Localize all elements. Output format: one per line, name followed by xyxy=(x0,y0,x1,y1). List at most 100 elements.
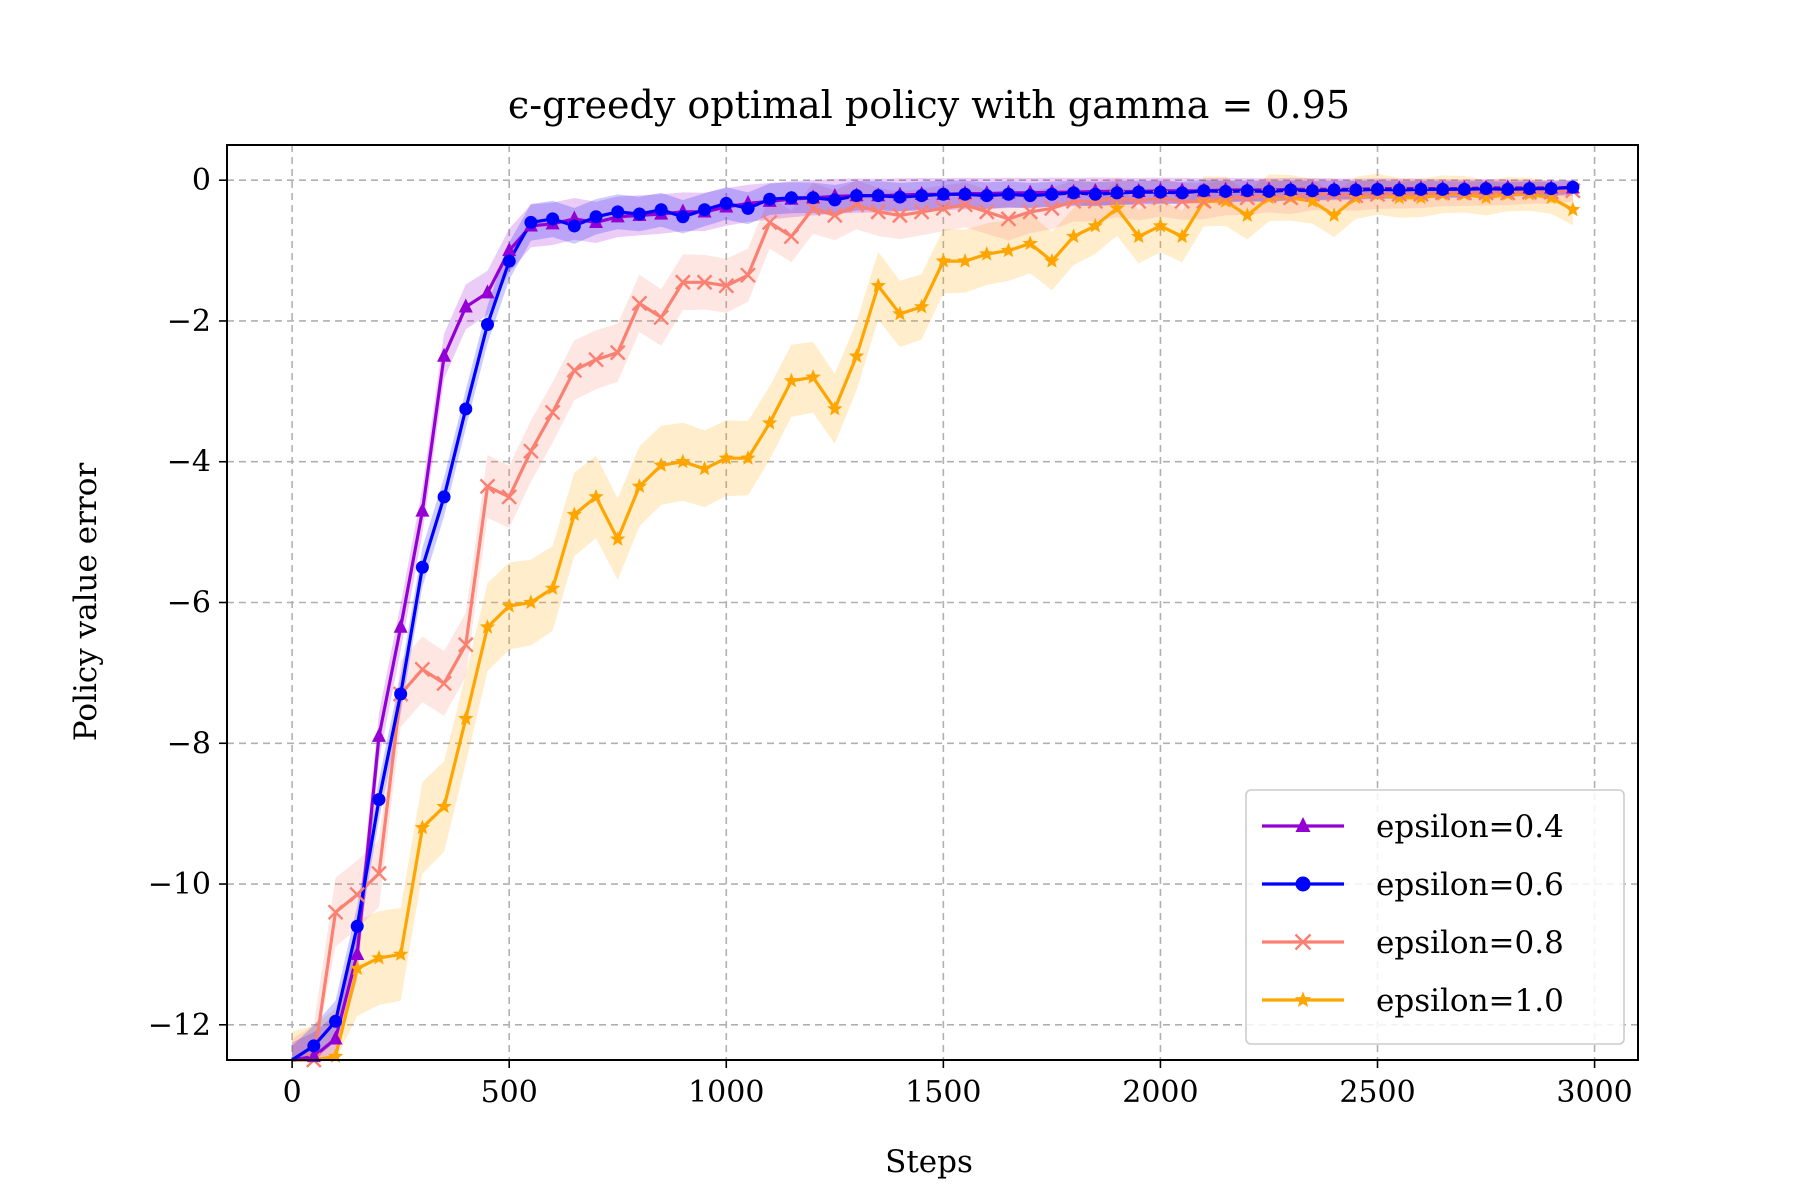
y-tick-label: −8 xyxy=(167,726,211,761)
data-point-epsilon=1.0 xyxy=(458,710,474,726)
data-point-epsilon=1.0 xyxy=(914,298,930,314)
data-point-epsilon=1.0 xyxy=(653,457,669,472)
x-tick-label: 500 xyxy=(481,1075,538,1110)
data-point-epsilon=1.0 xyxy=(479,619,496,634)
data-point-epsilon=0.6 xyxy=(676,210,690,224)
data-point-epsilon=0.6 xyxy=(915,189,929,203)
data-point-epsilon=0.8 xyxy=(414,661,431,678)
legend-box xyxy=(1245,789,1625,1045)
data-point-epsilon=0.8 xyxy=(653,309,670,326)
y-tick-label: −10 xyxy=(148,867,211,902)
data-point-epsilon=0.8 xyxy=(436,675,452,692)
x-axis-label: Steps xyxy=(885,1144,973,1180)
data-point-epsilon=1.0 xyxy=(1152,217,1169,233)
data-point-epsilon=0.8 xyxy=(327,904,344,921)
data-point-epsilon=0.6 xyxy=(1349,183,1363,197)
data-point-epsilon=0.6 xyxy=(1067,186,1081,200)
data-point-epsilon=0.8 xyxy=(479,478,496,495)
data-point-epsilon=1.0 xyxy=(393,946,409,961)
data-point-epsilon=1.0 xyxy=(762,415,778,430)
data-point-epsilon=0.6 xyxy=(936,187,950,201)
data-point-epsilon=1.0 xyxy=(545,580,561,595)
data-point-epsilon=0.6 xyxy=(307,1039,321,1053)
data-point-epsilon=1.0 xyxy=(349,960,365,975)
data-point-epsilon=0.8 xyxy=(1196,193,1212,210)
data-point-epsilon=0.8 xyxy=(675,274,691,291)
data-point-epsilon=1.0 xyxy=(892,305,908,321)
data-point-epsilon=0.6 xyxy=(958,187,972,201)
data-point-epsilon=1.0 xyxy=(1044,253,1060,268)
data-point-epsilon=0.4 xyxy=(350,946,365,961)
data-point-epsilon=1.0 xyxy=(1413,189,1429,205)
data-point-epsilon=0.6 xyxy=(1045,187,1059,201)
data-point-epsilon=0.4 xyxy=(502,242,517,257)
data-point-epsilon=0.8 xyxy=(523,443,539,460)
data-point-epsilon=0.6 xyxy=(372,793,386,807)
data-point-epsilon=0.8 xyxy=(457,636,474,653)
data-point-epsilon=0.6 xyxy=(350,919,364,933)
data-point-epsilon=0.8 xyxy=(957,196,973,213)
data-point-epsilon=0.6 xyxy=(415,560,429,574)
chart-title: ϵ-greedy optimal policy with gamma = 0.9… xyxy=(508,83,1350,127)
data-point-epsilon=0.6 xyxy=(1414,182,1428,196)
data-point-epsilon=0.8 xyxy=(631,295,648,312)
data-point-epsilon=1.0 xyxy=(1565,201,1581,217)
data-point-epsilon=0.6 xyxy=(698,203,712,217)
y-axis-ticks: 0 −2 −4 −6 −8 −10 −12 xyxy=(148,163,227,1043)
data-point-epsilon=0.6 xyxy=(611,205,625,219)
x-tick-label: 1500 xyxy=(905,1075,981,1110)
data-point-epsilon=1.0 xyxy=(414,819,430,835)
legend-label: epsilon=0.4 xyxy=(1376,809,1564,845)
data-point-epsilon=1.0 xyxy=(696,460,713,476)
data-point-epsilon=0.6 xyxy=(828,193,842,207)
data-point-epsilon=0.8 xyxy=(544,404,561,421)
data-point-epsilon=1.0 xyxy=(827,400,843,416)
data-point-epsilon=0.8 xyxy=(566,362,583,379)
y-axis-label: Policy value error xyxy=(68,463,104,742)
data-point-epsilon=0.6 xyxy=(893,190,907,204)
x-axis-ticks: 0 500 1000 1500 2000 2500 3000 xyxy=(283,1060,1633,1110)
y-tick-label: −12 xyxy=(148,1008,211,1043)
x-tick-label: 1000 xyxy=(688,1075,764,1110)
data-point-epsilon=0.6 xyxy=(1436,182,1450,196)
data-point-epsilon=0.6 xyxy=(1175,186,1189,200)
data-point-epsilon=0.8 xyxy=(1044,200,1060,217)
data-point-epsilon=0.6 xyxy=(1327,183,1341,197)
data-point-epsilon=0.6 xyxy=(1132,185,1146,199)
data-point-epsilon=0.8 xyxy=(892,207,908,224)
data-point-epsilon=1.0 xyxy=(1304,193,1320,208)
y-tick-label: −2 xyxy=(167,304,211,339)
data-point-epsilon=0.6 xyxy=(1001,187,1015,201)
data-point-epsilon=1.0 xyxy=(1000,242,1017,258)
y-tick-label: 0 xyxy=(192,163,211,198)
data-point-epsilon=0.8 xyxy=(588,351,604,368)
data-point-epsilon=1.0 xyxy=(1239,207,1255,222)
data-point-epsilon=1.0 xyxy=(740,450,756,465)
data-point-epsilon=0.8 xyxy=(740,267,756,284)
data-point-epsilon=0.4 xyxy=(328,1030,343,1045)
data-point-epsilon=0.6 xyxy=(1219,184,1233,198)
legend-marker xyxy=(1294,933,1312,951)
data-point-epsilon=0.6 xyxy=(1284,183,1298,197)
data-point-epsilon=0.6 xyxy=(871,189,885,203)
data-point-epsilon=0.6 xyxy=(1501,182,1515,196)
data-point-epsilon=0.8 xyxy=(696,274,713,291)
legend-label: epsilon=1.0 xyxy=(1376,983,1564,1019)
data-point-epsilon=1.0 xyxy=(1109,200,1125,215)
data-point-epsilon=1.0 xyxy=(1543,189,1559,205)
data-point-epsilon=1.0 xyxy=(523,594,539,609)
data-point-epsilon=0.6 xyxy=(502,254,516,268)
data-point-epsilon=0.6 xyxy=(719,196,733,210)
data-point-epsilon=0.8 xyxy=(935,200,952,217)
data-point-epsilon=0.4 xyxy=(415,502,430,517)
data-point-epsilon=1.0 xyxy=(1087,217,1103,233)
x-tick-label: 2000 xyxy=(1122,1075,1198,1110)
data-point-epsilon=0.6 xyxy=(1153,185,1167,199)
data-point-epsilon=0.4 xyxy=(306,1048,321,1063)
data-point-epsilon=1.0 xyxy=(610,531,626,546)
data-point-epsilon=0.6 xyxy=(741,201,755,215)
series-markers xyxy=(305,179,1581,1068)
data-point-epsilon=0.6 xyxy=(632,207,646,221)
data-point-epsilon=0.6 xyxy=(459,402,473,416)
